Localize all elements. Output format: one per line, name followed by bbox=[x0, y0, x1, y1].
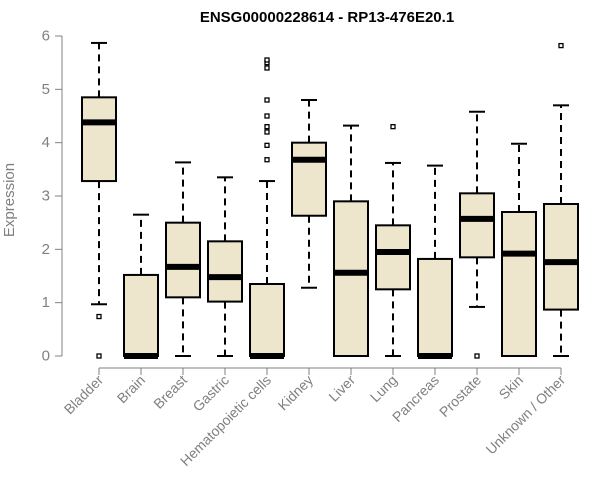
x-tick-label-breast: Breast bbox=[150, 372, 190, 412]
x-tick-label-lung: Lung bbox=[367, 372, 400, 405]
y-tick-label: 6 bbox=[42, 28, 50, 45]
x-tick-label-brain: Brain bbox=[114, 372, 148, 406]
outlier-point-hematopoietic-cells bbox=[264, 97, 270, 103]
x-tick-label-kidney: Kidney bbox=[275, 372, 317, 414]
outlier-point-hematopoietic-cells bbox=[264, 57, 270, 63]
x-tick-label-pancreas: Pancreas bbox=[389, 372, 442, 425]
y-axis-label: Expression bbox=[1, 163, 18, 237]
box-lung bbox=[375, 224, 411, 291]
outlier-point-hematopoietic-cells bbox=[264, 124, 270, 130]
y-tick-label: 1 bbox=[42, 294, 50, 311]
outlier-point-bladder bbox=[96, 313, 102, 320]
x-tick-label-liver: Liver bbox=[325, 372, 358, 405]
y-tick-label: 3 bbox=[42, 188, 50, 205]
x-tick-label-bladder: Bladder bbox=[61, 372, 107, 418]
box-hematopoietic-cells bbox=[249, 283, 285, 357]
outlier-point-hematopoietic-cells bbox=[264, 157, 270, 163]
outlier-point-bladder bbox=[96, 353, 102, 359]
box-breast bbox=[165, 221, 201, 299]
x-tick-label-unknown-other: Unknown / Other bbox=[483, 372, 569, 458]
y-tick-label: 0 bbox=[42, 348, 50, 365]
box-brain bbox=[123, 273, 159, 357]
outlier-point-hematopoietic-cells bbox=[264, 129, 270, 135]
outlier-point-hematopoietic-cells bbox=[264, 142, 270, 148]
box-prostate bbox=[459, 192, 495, 259]
x-tick-label-prostate: Prostate bbox=[436, 372, 484, 420]
box-skin bbox=[501, 211, 537, 357]
outlier-point-prostate bbox=[474, 353, 480, 359]
box-bladder bbox=[81, 96, 117, 183]
x-tick-label-skin: Skin bbox=[496, 372, 527, 403]
outlier-point-hematopoietic-cells bbox=[264, 65, 270, 71]
outlier-point-unknown-other bbox=[558, 42, 564, 49]
outlier-point-lung bbox=[390, 124, 396, 130]
box-liver bbox=[333, 200, 369, 357]
chart-title: ENSG00000228614 - RP13-476E20.1 bbox=[200, 9, 454, 26]
outlier-point-hematopoietic-cells bbox=[264, 113, 270, 119]
box-kidney bbox=[291, 141, 327, 217]
y-tick-label: 2 bbox=[42, 241, 50, 258]
box-unknown-other bbox=[543, 203, 579, 311]
y-tick-label: 5 bbox=[42, 81, 50, 98]
box-gastric bbox=[207, 240, 243, 303]
box-pancreas bbox=[417, 257, 453, 357]
y-tick-label: 4 bbox=[42, 134, 50, 151]
